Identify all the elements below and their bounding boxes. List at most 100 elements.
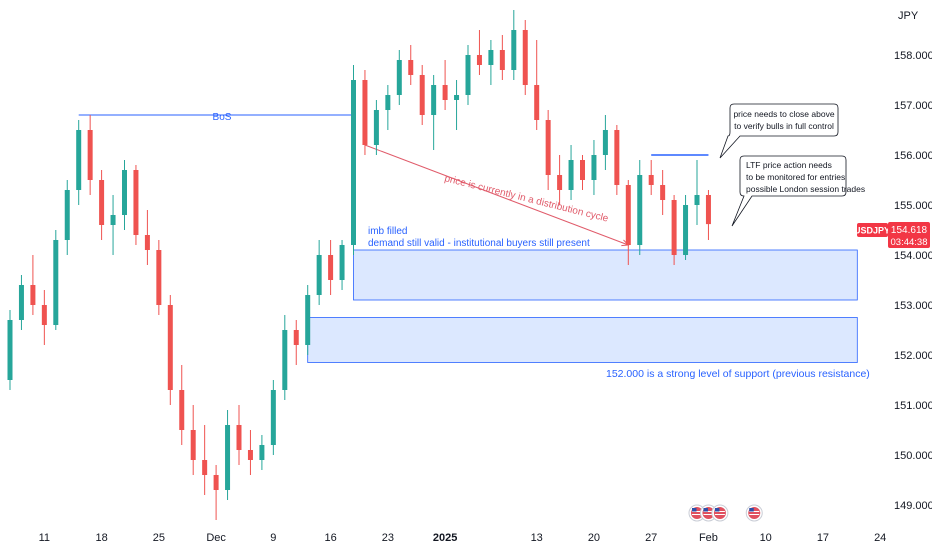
time-tick-label: 23 [382,532,394,544]
candle [545,110,551,190]
candle [534,40,540,130]
candle-body [76,130,82,190]
candle-body [465,55,471,95]
candle-body [408,60,414,75]
candle-body [454,95,460,100]
last-price-text: 154.618 [891,225,928,236]
candle-body [545,120,551,175]
candle-body [225,425,231,490]
distribution-arrow-line [364,144,629,246]
candle-body [591,155,597,180]
candle-body [637,175,643,245]
candle [568,145,574,200]
imb-filled-label: imb filled [368,226,407,237]
candle [202,425,208,495]
candle-body [270,390,276,445]
candle [648,160,654,195]
time-tick-label: 17 [817,532,829,544]
price-tick-label: 150.000 [894,450,932,462]
price-tick-label: 152.000 [894,350,932,362]
candle [373,100,379,155]
candle [694,160,700,225]
flag-canton [714,508,720,512]
candle-body [671,200,677,255]
callout-close-above-line2: to verify bulls in full control [734,121,834,131]
candle [454,80,460,130]
candle-body [53,240,59,325]
candle [76,120,82,205]
candle-body [339,245,345,280]
currency-label: JPY [898,10,919,22]
candle [179,365,185,445]
candle [476,30,482,75]
candle-body [476,55,482,65]
candle-body [499,50,505,70]
candle [225,410,231,500]
candle [293,320,299,365]
candle [133,165,139,245]
price-tick-label: 151.000 [894,400,932,412]
bos-label: BoS [213,112,232,123]
time-tick-label: 9 [270,532,276,544]
time-tick-label: 2025 [433,532,457,544]
candle-body [282,330,288,390]
event-marker [711,504,729,522]
callout-close-above-line1: price needs to close above [733,109,834,119]
candle-body [133,170,139,235]
candle-body [511,30,517,70]
candle [167,295,173,405]
candle-body [18,285,24,320]
candle-body [385,95,391,110]
event-marker [745,504,763,522]
candle-body [41,305,47,325]
time-tick-label: 16 [324,532,336,544]
candle [213,465,219,520]
candle [431,75,437,150]
time-axis: 11 18 25 Dec 9 16 23 2025 13 20 27 Feb 10 17 24 [39,532,887,544]
candle-body [373,110,379,145]
candle [614,125,620,195]
candle-body [202,460,208,475]
candle [660,170,666,215]
candle-body [419,75,425,115]
candle [591,140,597,195]
candle-body [705,195,711,225]
candle [156,240,162,315]
candle [683,195,689,260]
candle [41,290,47,345]
candle-body [694,195,700,205]
candle [247,430,253,475]
price-tick-label: 156.000 [894,150,932,162]
candle-body [625,185,631,245]
countdown-text: 03:44:38 [891,237,928,248]
flag-canton [749,508,754,512]
demand-valid-label: demand still valid - institutional buyer… [368,238,590,249]
candle-body [683,205,689,255]
candle-body [488,50,494,65]
candle [18,275,24,330]
candle [305,285,311,355]
flag-canton [692,508,697,512]
symbol-tag-text: USDJPY [854,226,890,236]
price-tag: 154.618 03:44:38 [888,222,930,248]
time-tick-label: 24 [874,532,886,544]
candles-layer [7,10,711,520]
price-tick-label: 155.000 [894,200,932,212]
candle-body [213,475,219,490]
time-tick-label: Dec [206,532,226,544]
candle [53,230,59,330]
candle-body [396,60,402,95]
candle-body [293,330,299,345]
candle [64,180,70,255]
candle-body [190,430,196,460]
callout-ltf-line3: possible London session trades [746,184,865,194]
callout-ltf: LTF price action needs to be monitored f… [731,155,865,227]
candle [122,160,127,230]
candle-body [64,190,70,240]
lines-layer [78,114,709,247]
candle [259,435,265,470]
candle [339,240,345,290]
time-tick-label: 20 [588,532,600,544]
candle-body [144,235,150,250]
